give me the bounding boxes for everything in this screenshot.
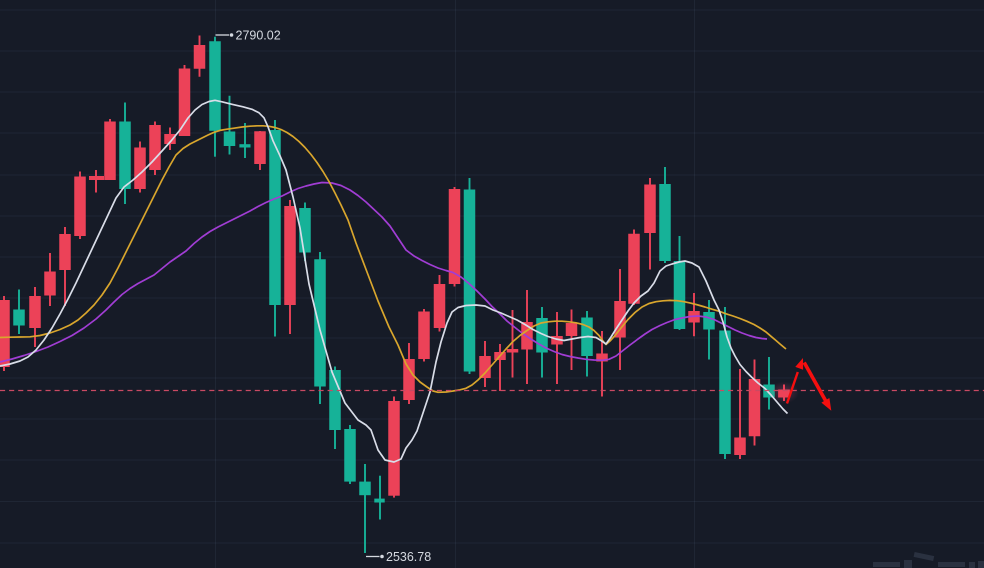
- svg-text:2536.78: 2536.78: [386, 550, 431, 564]
- svg-text:2790.02: 2790.02: [236, 29, 281, 43]
